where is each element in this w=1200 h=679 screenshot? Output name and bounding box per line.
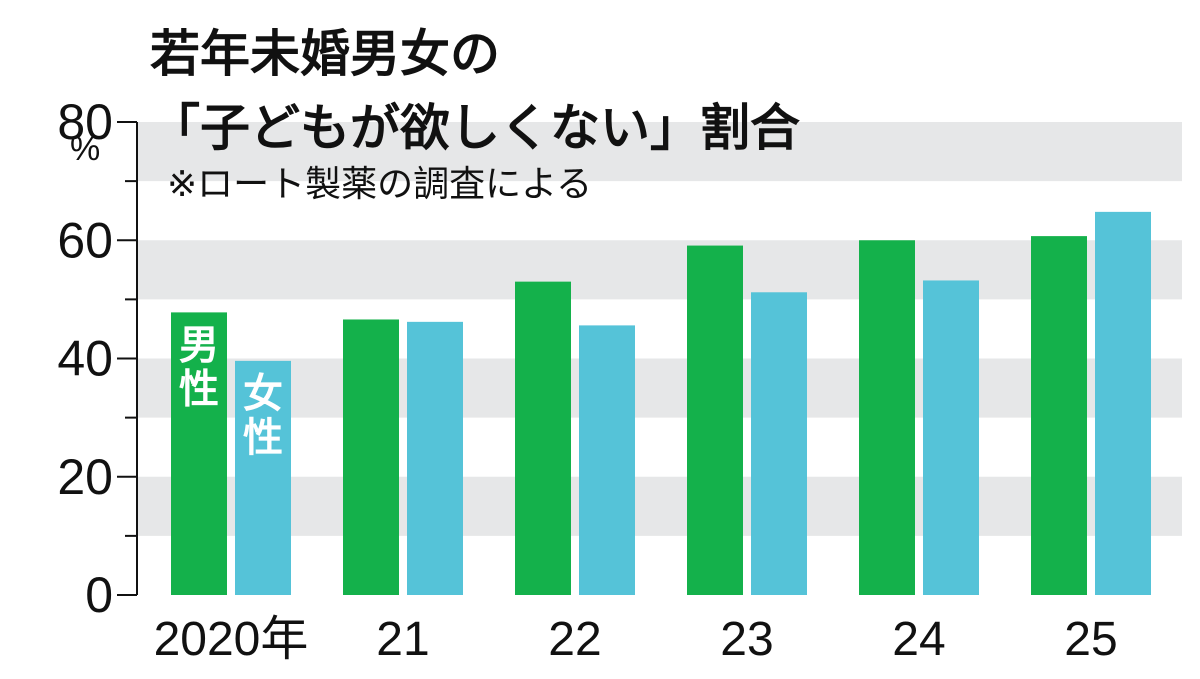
y-unit-label: % <box>70 130 100 168</box>
bar-male <box>343 319 399 595</box>
grid-bands <box>137 122 1182 536</box>
bar-female <box>923 280 979 595</box>
chart-title-line1: 若年未婚男女の <box>150 25 500 83</box>
y-tick-label: 20 <box>57 449 113 505</box>
series-labels: 男性 女性 <box>179 322 283 460</box>
x-axis-labels: 2020年 21 22 23 24 25 <box>154 613 1118 666</box>
x-tick-label: 24 <box>892 613 945 666</box>
series-label-male: 男性 <box>179 322 219 412</box>
grid-band <box>137 240 1182 300</box>
grid-band <box>137 122 1182 182</box>
x-tick-label: 2020年 <box>154 613 309 666</box>
chart-title-line2: 「子どもが欲しくない」割合 <box>150 99 800 157</box>
bar-female <box>579 325 635 595</box>
bar-female <box>407 321 463 595</box>
grid-band <box>137 358 1182 418</box>
grid-band <box>137 476 1182 536</box>
y-tick-label: 40 <box>57 331 113 387</box>
bar-female <box>1095 211 1151 595</box>
source-note: ※ロート製薬の調査による <box>167 164 592 205</box>
bar-male <box>687 245 743 596</box>
x-tick-label: 23 <box>720 613 773 666</box>
y-tick-label: 0 <box>85 567 113 623</box>
x-tick-label: 22 <box>548 613 601 666</box>
bar-male <box>515 281 571 595</box>
y-tick-label: 60 <box>57 212 113 268</box>
bar-male <box>1031 236 1087 595</box>
bar-male <box>859 240 915 595</box>
bar-male <box>171 312 227 595</box>
bar-female <box>751 292 807 595</box>
x-tick-label: 21 <box>376 613 429 666</box>
series-label-female: 女性 <box>243 371 283 461</box>
bars <box>171 211 1151 596</box>
y-axis: 0 20 40 60 80 <box>57 94 138 623</box>
bar-female <box>235 360 291 595</box>
x-tick-label: 25 <box>1064 613 1117 666</box>
y-tick-label: 80 <box>57 94 113 150</box>
